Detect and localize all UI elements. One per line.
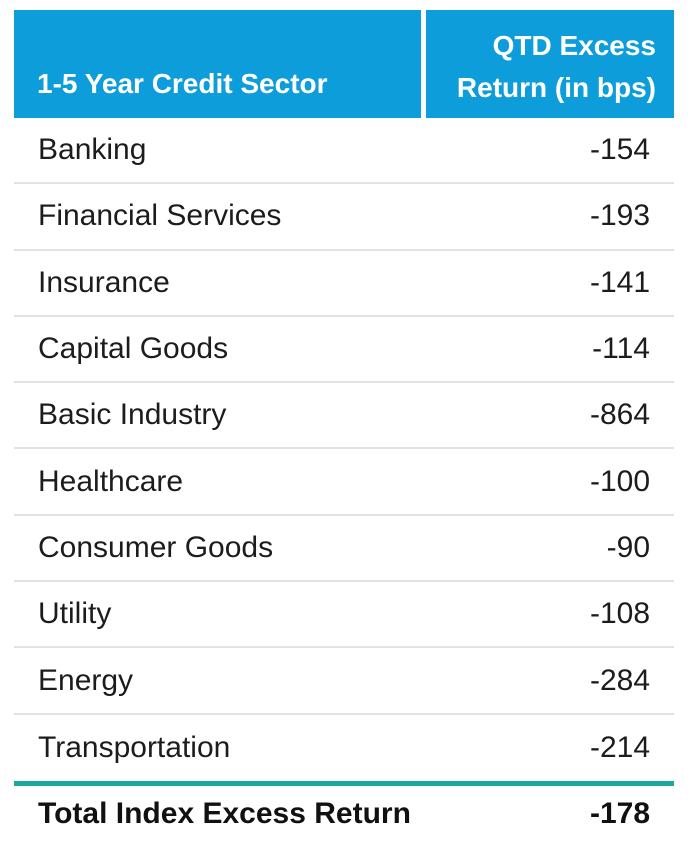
sector-label: Healthcare xyxy=(38,464,184,498)
table-row: Healthcare -100 xyxy=(14,449,674,516)
qtd-value: -141 xyxy=(589,265,650,299)
table-row: Insurance -141 xyxy=(14,251,674,317)
qtd-value: -214 xyxy=(589,730,650,764)
table-row: Utility -108 xyxy=(14,582,674,649)
qtd-value: -108 xyxy=(589,597,650,631)
sector-label: Insurance xyxy=(38,265,170,299)
qtd-value: -90 xyxy=(606,530,650,564)
table-row: Energy -284 xyxy=(14,648,674,715)
sector-label: Energy xyxy=(38,663,134,697)
total-row: Total Index Excess Return -178 xyxy=(14,786,674,842)
qtd-value: -114 xyxy=(592,332,650,366)
table-row: Financial Services -193 xyxy=(14,184,674,251)
qtd-value: -193 xyxy=(589,199,650,233)
qtd-value: -100 xyxy=(589,464,650,498)
sector-label: Consumer Goods xyxy=(38,530,274,564)
sector-label: Capital Goods xyxy=(38,332,229,366)
total-separator-rule xyxy=(14,780,674,786)
credit-sector-table: 1-5 Year Credit Sector QTD Excess Return… xyxy=(14,10,674,842)
total-label: Total Index Excess Return xyxy=(38,796,411,830)
column-header-qtd-excess-return: QTD Excess Return (in bps) xyxy=(426,10,674,118)
qtd-value: -864 xyxy=(589,398,650,432)
table-row: Banking -154 xyxy=(14,118,674,185)
table-row: Consumer Goods -90 xyxy=(14,516,674,583)
sector-label: Financial Services xyxy=(38,199,282,233)
header-column-divider xyxy=(421,10,426,118)
sector-label: Banking xyxy=(38,133,147,167)
sector-label: Utility xyxy=(38,597,112,631)
table-header: 1-5 Year Credit Sector QTD Excess Return… xyxy=(14,10,674,118)
total-value: -178 xyxy=(589,796,650,830)
table-body: Banking -154 Financial Services -193 Ins… xyxy=(14,118,674,781)
table-row: Capital Goods -114 xyxy=(14,317,674,384)
qtd-value: -284 xyxy=(589,663,650,697)
table-row: Transportation -214 xyxy=(14,715,674,781)
table-row: Basic Industry -864 xyxy=(14,383,674,450)
sector-label: Basic Industry xyxy=(38,398,227,432)
sector-label: Transportation xyxy=(38,730,231,764)
qtd-value: -154 xyxy=(589,133,650,167)
column-header-sector: 1-5 Year Credit Sector xyxy=(14,10,421,118)
